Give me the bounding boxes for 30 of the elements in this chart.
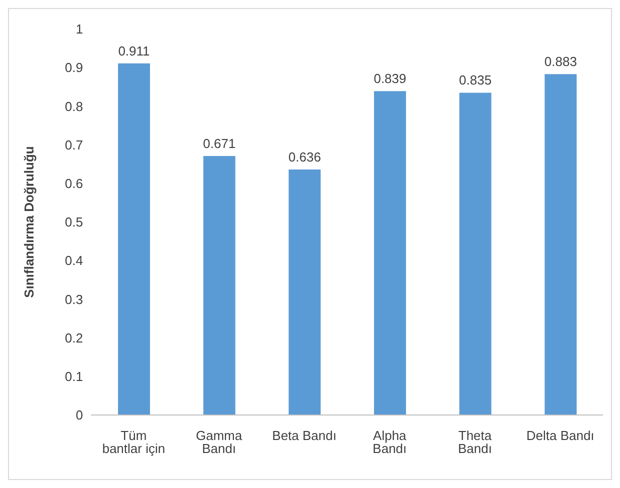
y-tick-label: 0.6	[64, 176, 83, 192]
y-tick-label: 0.8	[64, 98, 83, 114]
bar	[459, 92, 492, 415]
x-tick-label: Theta Bandı	[458, 428, 492, 456]
y-tick-label: 1	[76, 22, 83, 37]
y-tick-label: 0.9	[64, 60, 83, 76]
y-tick-label: 0.1	[64, 369, 83, 384]
y-tick-label: 0.4	[64, 253, 83, 268]
y-tick-label: 0	[76, 408, 83, 423]
data-label: 0.671	[203, 136, 236, 151]
x-tick-label: Beta Bandı	[272, 428, 336, 444]
bar	[544, 74, 577, 415]
x-tick-label: Tüm bantlar için	[102, 428, 166, 456]
bar	[374, 91, 406, 415]
data-label: 0.636	[288, 150, 321, 165]
data-label: 0.835	[459, 72, 492, 88]
data-label: 0.883	[544, 54, 577, 70]
data-label: 0.911	[118, 43, 150, 58]
y-tick-label: 0.7	[64, 137, 83, 152]
x-tick-label: Gamma Bandı	[196, 428, 243, 456]
y-tick-label: 0.5	[64, 214, 83, 230]
x-tick-label: Delta Bandı	[526, 428, 594, 444]
bar	[118, 63, 150, 415]
data-label: 0.839	[374, 71, 406, 86]
y-tick-label: 0.2	[64, 330, 83, 346]
bar	[288, 170, 321, 415]
y-tick-label: 0.3	[64, 292, 83, 307]
bar	[203, 156, 236, 415]
y-axis-title: Sınıflandırma Doğruluğu	[22, 146, 37, 298]
x-tick-label: Alpha Bandı	[372, 428, 408, 456]
